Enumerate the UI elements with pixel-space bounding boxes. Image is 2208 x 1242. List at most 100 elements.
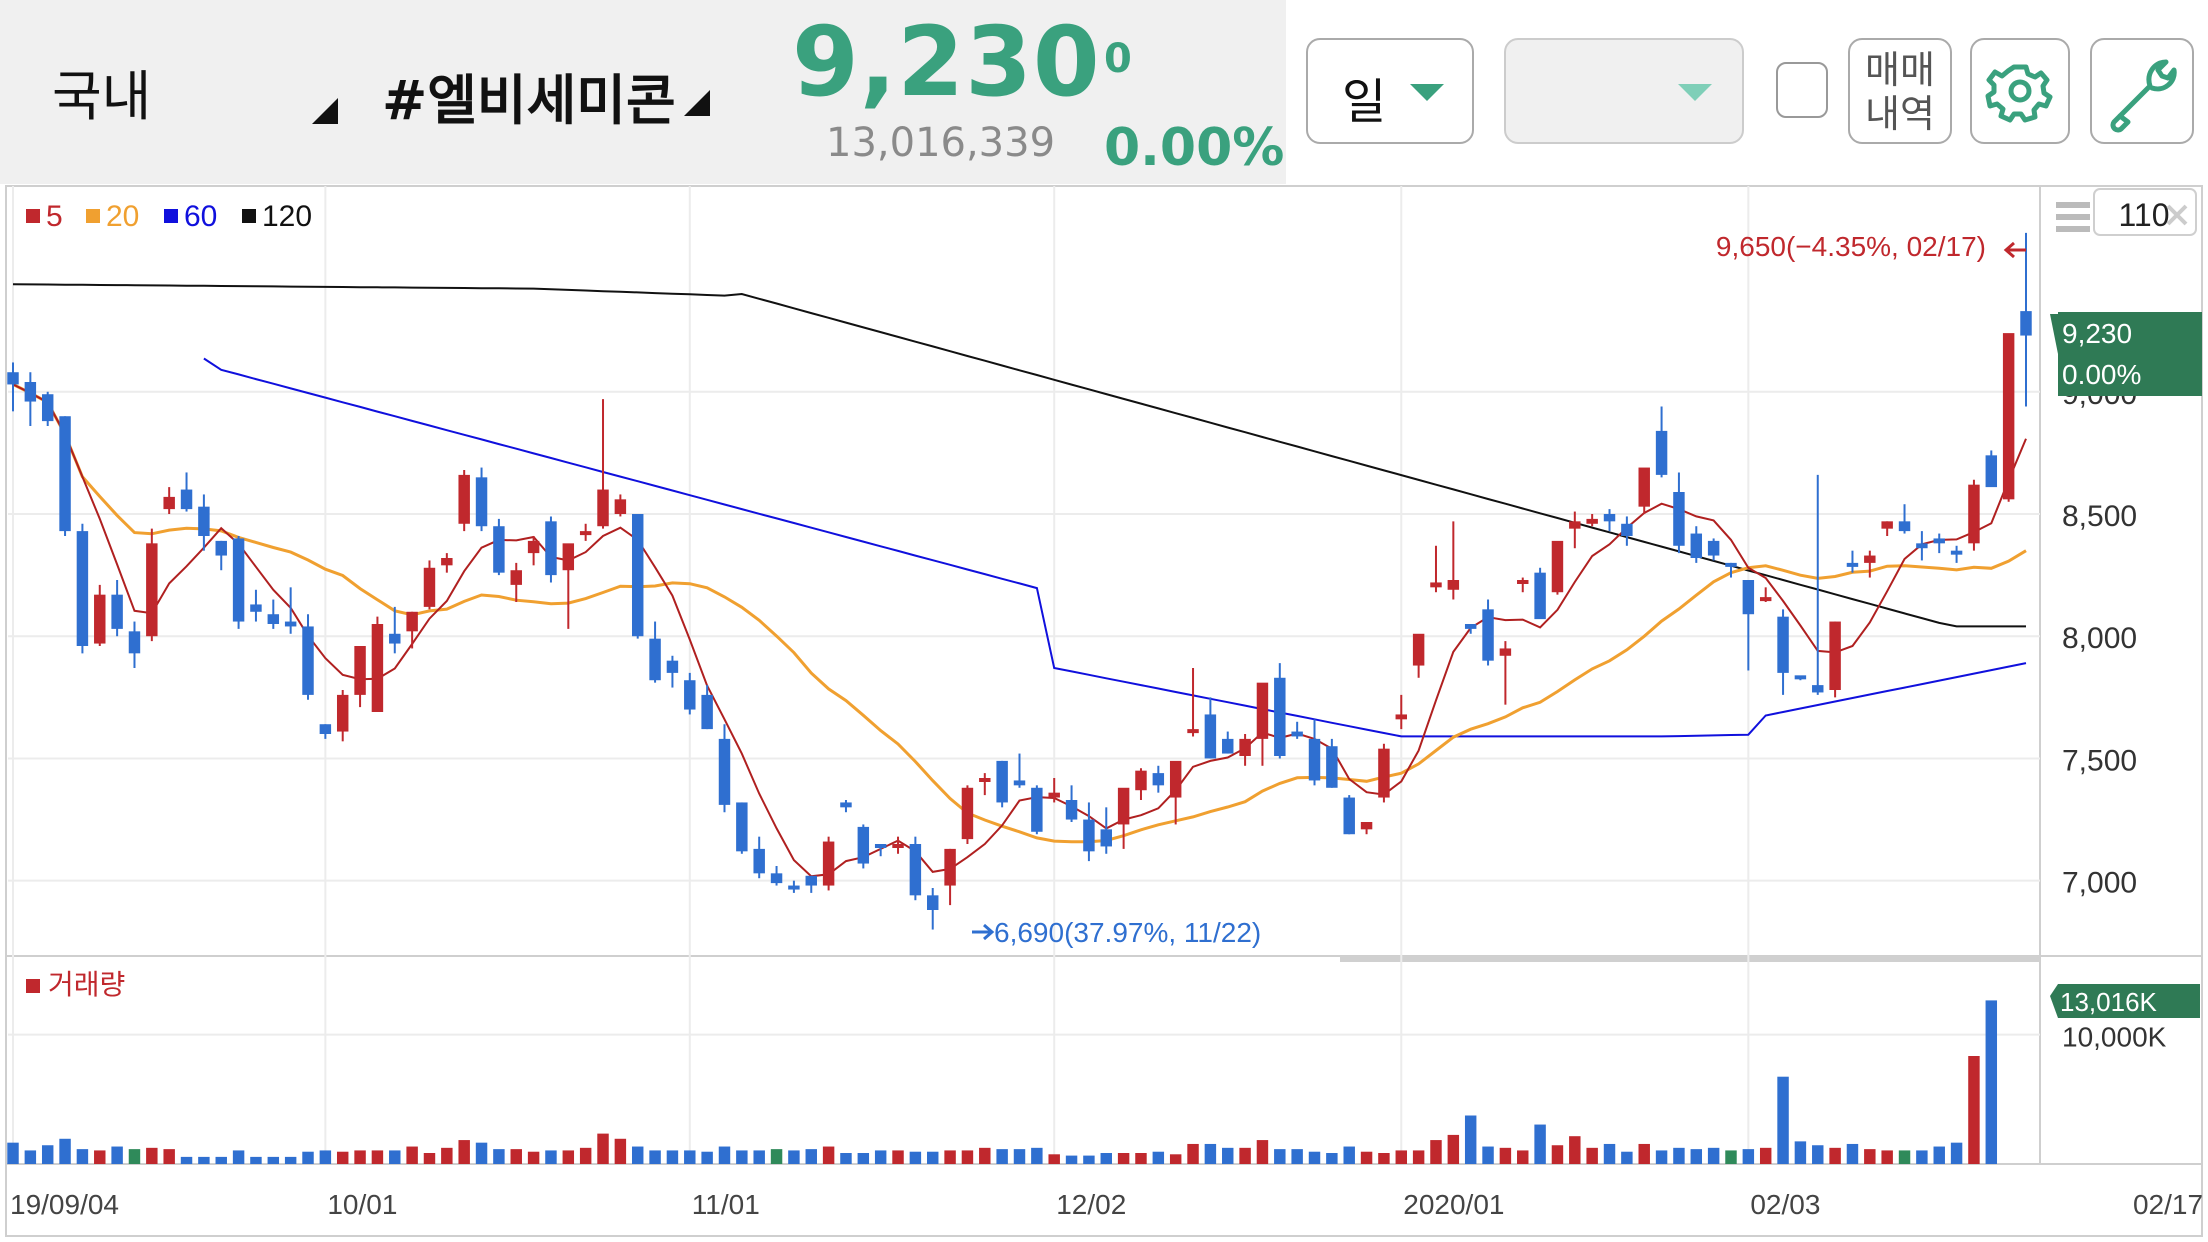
volume-bar[interactable] bbox=[163, 1149, 175, 1164]
volume-bar[interactable] bbox=[1343, 1146, 1355, 1164]
candle-body[interactable] bbox=[1968, 484, 1980, 544]
candle-body[interactable] bbox=[892, 844, 904, 848]
candle-body[interactable] bbox=[1829, 621, 1841, 690]
candle-body[interactable] bbox=[1412, 633, 1425, 666]
volume-bar[interactable] bbox=[1517, 1150, 1529, 1164]
candle-body[interactable] bbox=[1742, 580, 1755, 615]
candle-body[interactable] bbox=[1308, 738, 1321, 781]
volume-bar[interactable] bbox=[649, 1150, 661, 1164]
candle-body[interactable] bbox=[1655, 430, 1668, 475]
volume-bar[interactable] bbox=[1898, 1150, 1911, 1164]
candle-body[interactable] bbox=[909, 844, 922, 896]
volume-bar[interactable] bbox=[770, 1149, 783, 1164]
candle-body[interactable] bbox=[631, 514, 644, 637]
volume-bar[interactable] bbox=[1239, 1147, 1251, 1164]
volume-bar[interactable] bbox=[441, 1147, 453, 1164]
volume-bar[interactable] bbox=[979, 1147, 991, 1164]
volume-bar[interactable] bbox=[1222, 1147, 1234, 1164]
candle-body[interactable] bbox=[2002, 333, 2015, 500]
market-selector[interactable]: 국내 bbox=[52, 65, 152, 128]
candle-body[interactable] bbox=[1569, 521, 1581, 529]
volume-bar[interactable] bbox=[857, 1153, 870, 1164]
volume-bar[interactable] bbox=[1152, 1151, 1165, 1164]
candle-body[interactable] bbox=[7, 372, 19, 385]
market-dropdown-triangle-icon[interactable] bbox=[312, 98, 338, 124]
candle-body[interactable] bbox=[1031, 787, 1043, 832]
candle-body[interactable] bbox=[1534, 572, 1546, 620]
candle-body[interactable] bbox=[788, 885, 800, 890]
volume-bar[interactable] bbox=[336, 1151, 349, 1164]
stock-dropdown-triangle-icon[interactable] bbox=[684, 90, 710, 116]
volume-bar[interactable] bbox=[180, 1156, 193, 1164]
volume-bar[interactable] bbox=[41, 1145, 54, 1164]
volume-bar[interactable] bbox=[718, 1146, 731, 1164]
candle-body[interactable] bbox=[1499, 648, 1512, 656]
volume-bar[interactable] bbox=[1985, 1000, 1998, 1164]
volume-bar[interactable] bbox=[215, 1156, 227, 1164]
volume-bar[interactable] bbox=[1846, 1143, 1859, 1164]
candle-body[interactable] bbox=[527, 540, 540, 554]
candle-body[interactable] bbox=[163, 496, 175, 510]
volume-bar[interactable] bbox=[805, 1149, 817, 1164]
volume-bar[interactable] bbox=[927, 1151, 939, 1164]
volume-bar[interactable] bbox=[1829, 1147, 1841, 1164]
volume-bar[interactable] bbox=[1464, 1115, 1477, 1165]
candle-body[interactable] bbox=[423, 567, 436, 607]
volume-bar[interactable] bbox=[1673, 1147, 1685, 1164]
menu-icon[interactable] bbox=[2056, 202, 2090, 208]
candle-body[interactable] bbox=[1013, 780, 1026, 786]
candle-body[interactable] bbox=[2020, 311, 2032, 336]
candle-body[interactable] bbox=[822, 841, 835, 886]
volume-bar[interactable] bbox=[1551, 1145, 1564, 1164]
volume-bar[interactable] bbox=[1638, 1143, 1650, 1164]
volume-bar[interactable] bbox=[1100, 1153, 1112, 1164]
price-chart[interactable]: 19/09/04 10/01 11/01 12/02 2020/01 02/03 02/17… bbox=[0, 184, 2208, 1242]
candle-body[interactable] bbox=[1274, 677, 1286, 756]
volume-bar[interactable] bbox=[232, 1150, 245, 1164]
candle-body[interactable] bbox=[1464, 624, 1477, 629]
candle-body[interactable] bbox=[736, 802, 748, 852]
candle-body[interactable] bbox=[1864, 555, 1876, 563]
candle-body[interactable] bbox=[510, 570, 522, 585]
candle-body[interactable] bbox=[1326, 746, 1338, 788]
volume-bar[interactable] bbox=[1360, 1151, 1373, 1164]
candle-body[interactable] bbox=[614, 499, 627, 514]
volume-bar[interactable] bbox=[579, 1147, 592, 1164]
candle-body[interactable] bbox=[1430, 582, 1442, 588]
candle-body[interactable] bbox=[389, 633, 401, 644]
volume-bar[interactable] bbox=[944, 1150, 956, 1164]
candle-body[interactable] bbox=[1916, 543, 1928, 549]
stock-name[interactable]: #엘비세미콘 bbox=[382, 69, 676, 132]
candle-body[interactable] bbox=[840, 802, 852, 808]
candle-body[interactable] bbox=[545, 521, 557, 576]
candle-body[interactable] bbox=[371, 624, 384, 712]
volume-bar[interactable] bbox=[1048, 1154, 1060, 1164]
volume-bar[interactable] bbox=[684, 1150, 696, 1164]
candle-body[interactable] bbox=[1725, 562, 1737, 567]
volume-bar[interactable] bbox=[7, 1142, 19, 1164]
candle-body[interactable] bbox=[1517, 580, 1529, 584]
candle-body[interactable] bbox=[961, 787, 974, 840]
horizontal-scrollbar[interactable] bbox=[1340, 956, 2040, 962]
volume-bar[interactable] bbox=[701, 1151, 713, 1164]
candle-body[interactable] bbox=[1673, 492, 1685, 546]
volume-bar[interactable] bbox=[302, 1151, 314, 1164]
volume-bar[interactable] bbox=[1655, 1150, 1668, 1164]
candle-body[interactable] bbox=[41, 394, 54, 422]
volume-bar[interactable] bbox=[1777, 1076, 1789, 1164]
candle-body[interactable] bbox=[753, 848, 765, 874]
candle-body[interactable] bbox=[215, 540, 227, 556]
volume-bar[interactable] bbox=[475, 1142, 488, 1164]
volume-bar[interactable] bbox=[1308, 1151, 1321, 1164]
volume-bar[interactable] bbox=[961, 1150, 974, 1164]
candle-body[interactable] bbox=[1777, 616, 1789, 673]
volume-bar[interactable] bbox=[822, 1146, 835, 1164]
candle-body[interactable] bbox=[718, 738, 731, 805]
candle-body[interactable] bbox=[59, 416, 71, 532]
volume-bar[interactable] bbox=[1690, 1149, 1703, 1164]
volume-bar[interactable] bbox=[267, 1156, 280, 1164]
candle-body[interactable] bbox=[1482, 609, 1494, 661]
volume-bar[interactable] bbox=[736, 1150, 748, 1164]
volume-bar[interactable] bbox=[1586, 1147, 1598, 1164]
candle-body[interactable] bbox=[354, 646, 366, 695]
